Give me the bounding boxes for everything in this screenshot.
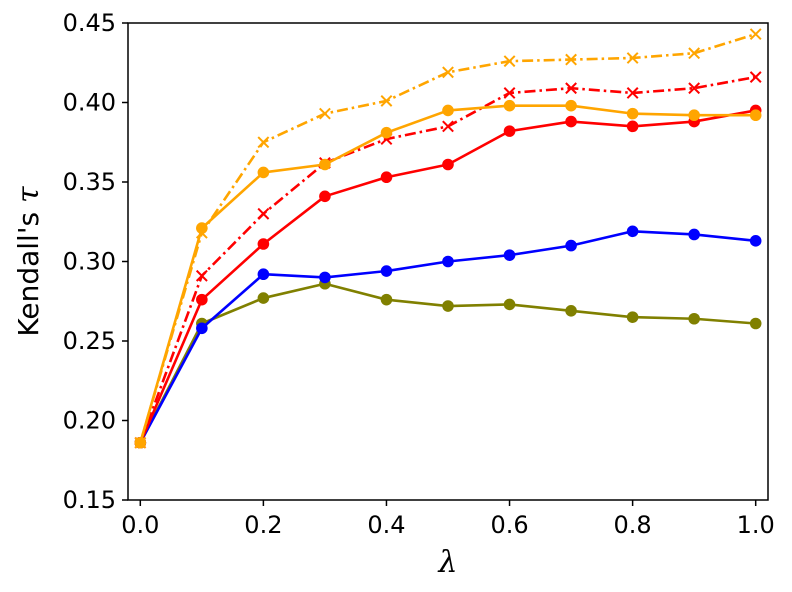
data-point — [565, 82, 577, 95]
data-point — [380, 293, 393, 306]
x-tick-label: 0.4 — [367, 511, 405, 539]
data-point — [503, 55, 516, 68]
data-point — [380, 171, 393, 184]
data-point — [319, 190, 331, 203]
x-tick-label: 1.0 — [737, 511, 775, 539]
y-tick-label: 0.40 — [63, 89, 116, 117]
data-point — [565, 99, 577, 112]
data-point — [134, 436, 147, 449]
data-point — [257, 207, 270, 220]
data-point — [626, 311, 639, 323]
data-point — [626, 120, 639, 133]
series-line — [139, 32, 757, 444]
y-tick-label: 0.35 — [63, 168, 116, 196]
x-tick-label: 0.2 — [244, 511, 282, 539]
data-point — [503, 87, 516, 99]
data-point — [319, 271, 331, 284]
data-point — [503, 298, 516, 311]
data-point — [442, 300, 454, 312]
data-point — [565, 239, 577, 252]
data-point — [380, 265, 393, 277]
series-layer — [134, 28, 762, 449]
data-point — [196, 322, 208, 335]
x-tick-label: 0.6 — [490, 511, 528, 539]
y-tick-label: 0.45 — [63, 9, 116, 37]
data-point — [257, 292, 270, 304]
x-tick-label: 0.8 — [614, 511, 652, 539]
data-point — [196, 293, 208, 306]
data-point — [626, 225, 639, 238]
data-point — [257, 268, 270, 281]
data-point — [626, 52, 639, 64]
data-point — [257, 238, 270, 250]
series-olive-circle-solid — [134, 277, 762, 449]
data-point — [442, 120, 454, 133]
data-point — [319, 107, 331, 120]
series-line — [139, 104, 756, 444]
y-axis-label-symbol: τ — [11, 186, 46, 203]
data-point — [195, 226, 208, 239]
data-point — [565, 304, 577, 317]
data-point — [442, 66, 454, 79]
x-tick-label: 0.0 — [121, 511, 159, 539]
data-point — [749, 317, 762, 330]
series-red-circle-solid — [134, 104, 762, 449]
data-point — [688, 228, 700, 241]
data-point — [442, 104, 454, 117]
y-tick-label: 0.30 — [63, 248, 116, 276]
x-axis-label: λ — [437, 545, 457, 580]
data-point — [442, 158, 454, 171]
data-point — [319, 158, 331, 171]
y-tick-label: 0.20 — [63, 407, 116, 435]
data-point — [195, 269, 208, 282]
data-point — [565, 115, 577, 128]
series-orange-x-dashdot — [134, 28, 762, 449]
data-point — [626, 107, 639, 120]
data-point — [749, 28, 762, 41]
series-blue-circle-solid — [134, 225, 762, 449]
data-point — [749, 71, 762, 83]
data-point — [626, 87, 639, 99]
data-point — [257, 166, 270, 179]
data-point — [688, 312, 700, 325]
y-tick-label: 0.15 — [63, 486, 116, 514]
data-point — [380, 95, 393, 107]
data-point — [565, 53, 577, 66]
data-point — [257, 136, 270, 149]
data-point — [749, 109, 762, 122]
data-point — [749, 235, 762, 247]
data-point — [380, 126, 393, 139]
y-axis-label-text: Kendall's — [12, 203, 45, 337]
ticks-layer: 0.0 0.2 0.4 0.6 0.8 1.0 0.15 0.20 0.25 0.30 0.35 0.… — [63, 9, 775, 539]
data-point — [503, 99, 516, 112]
series-orange-circle-solid — [134, 99, 762, 449]
data-point — [688, 82, 701, 95]
y-axis-label: Kendall's τ — [11, 186, 46, 337]
data-point — [688, 47, 701, 60]
data-point — [688, 109, 700, 122]
y-tick-label: 0.25 — [63, 327, 116, 355]
data-point — [503, 249, 516, 261]
data-point — [503, 125, 516, 137]
data-point — [442, 255, 454, 268]
